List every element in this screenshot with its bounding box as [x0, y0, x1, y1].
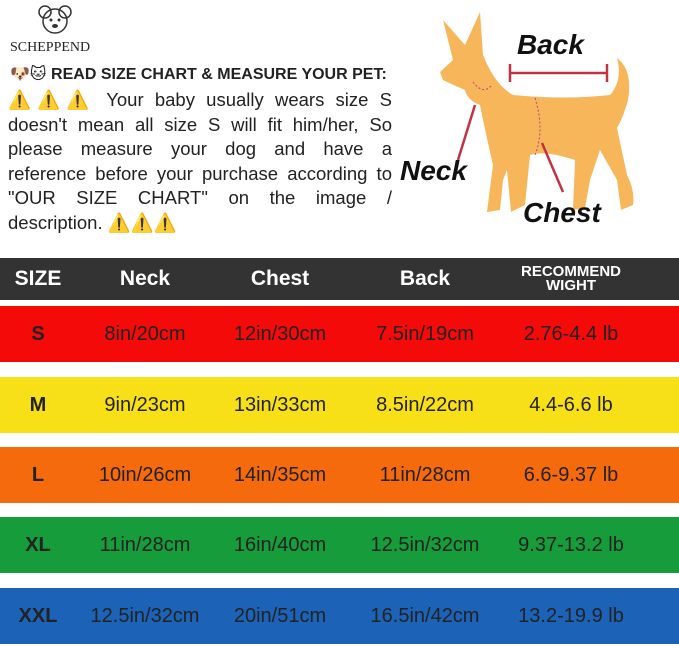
- size-row: XL 11in/28cm 16in/40cm 12.5in/32cm 9.37-13.2…: [0, 517, 679, 573]
- cell: Back: [399, 267, 451, 290]
- size-row: XXL 12.5in/32cm 20in/51cm 16.5in/42cm 13.2-1…: [0, 588, 679, 644]
- cell: 16in/40cm: [233, 533, 327, 556]
- heading: 🐶🐱 READ SIZE CHART & MEASURE YOUR PET:: [10, 66, 387, 83]
- cell: 14in/35cm: [233, 463, 327, 486]
- cell: 6.6-9.37 lb: [523, 463, 619, 486]
- cell: SIZE: [14, 267, 62, 290]
- brand: SCHEPPEND: [10, 40, 91, 55]
- chest-label: Chest: [523, 197, 602, 228]
- cell: M: [29, 393, 47, 416]
- cell: 4.4-6.6 lb: [529, 393, 613, 416]
- cell: 12.5in/32cm: [90, 604, 200, 627]
- cell: 8in/20cm: [104, 322, 186, 345]
- neck-label: Neck: [400, 155, 468, 186]
- cell: 20in/51cm: [233, 604, 327, 627]
- cell: Chest: [250, 267, 310, 290]
- cell: XXL: [18, 604, 58, 627]
- cell: 11in/28cm: [99, 533, 191, 556]
- cell: 12in/30cm: [233, 322, 327, 345]
- cell: Neck: [119, 267, 171, 290]
- size-row: L 10in/26cm 14in/35cm 11in/28cm 6.6-9.37 lb: [0, 447, 679, 503]
- cell: 9.37-13.2 lb: [518, 533, 624, 556]
- cell: 10in/26cm: [98, 463, 192, 486]
- cell: S: [31, 322, 45, 345]
- cell: 13in/33cm: [233, 393, 327, 416]
- cell: 2.76-4.4 lb: [523, 322, 619, 345]
- size-row: M 9in/23cm 13in/33cm 8.5in/22cm 4.4-6.6 lb: [0, 377, 679, 433]
- cell: 9in/23cm: [104, 393, 186, 416]
- dog: [440, 12, 634, 212]
- size-row: S 8in/20cm 12in/30cm 7.5in/19cm 2.76-4.4 lb: [0, 306, 679, 362]
- cell: 12.5in/32cm: [370, 533, 480, 556]
- dog-diagram: Back Neck Chest: [400, 12, 634, 228]
- cell: 16.5in/42cm: [370, 604, 480, 627]
- cell: L: [31, 463, 45, 486]
- cell: RECOMMEND WIGHT: [521, 263, 621, 294]
- back-label: Back: [517, 29, 585, 60]
- header-row: SIZE Neck Chest Back RECOMMEND WIGHT: [0, 258, 679, 300]
- cell: 8.5in/22cm: [376, 393, 474, 416]
- cell: 11in/28cm: [379, 463, 471, 486]
- cell: XL: [25, 533, 51, 556]
- cell: 7.5in/19cm: [376, 322, 474, 345]
- cell: 13.2-19.9 lb: [518, 604, 624, 627]
- logo: [38, 5, 72, 34]
- notice: ⚠️⚠️⚠️ Your baby usually wears size S do…: [8, 89, 392, 233]
